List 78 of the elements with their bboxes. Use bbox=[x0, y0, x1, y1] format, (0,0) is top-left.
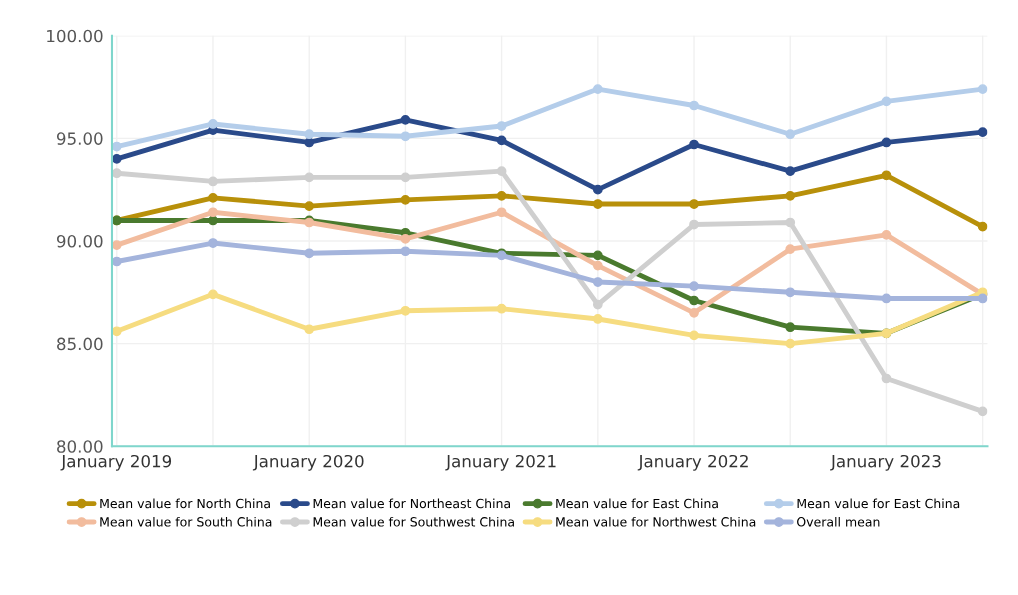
point bbox=[400, 115, 411, 125]
point bbox=[400, 246, 411, 257]
point bbox=[496, 190, 507, 201]
point bbox=[400, 131, 411, 142]
point bbox=[400, 234, 411, 244]
point bbox=[592, 250, 603, 261]
point bbox=[785, 166, 796, 177]
point bbox=[785, 338, 796, 349]
x-tick-label: January 2023 bbox=[830, 454, 941, 471]
y-tick-label: 100.00 bbox=[47, 29, 103, 43]
point bbox=[400, 305, 411, 316]
point bbox=[208, 119, 218, 129]
point bbox=[977, 127, 988, 138]
point bbox=[689, 139, 699, 150]
legend-label: Mean value for East China bbox=[556, 498, 718, 509]
point bbox=[785, 322, 796, 333]
point bbox=[977, 406, 988, 417]
point bbox=[208, 238, 218, 248]
point bbox=[881, 229, 892, 240]
point bbox=[496, 121, 507, 131]
x-tick-label: January 2020 bbox=[252, 454, 364, 471]
y-tick-label: 90.00 bbox=[56, 234, 103, 248]
point bbox=[304, 324, 315, 335]
point bbox=[304, 137, 315, 148]
legend-label: Overall mean bbox=[797, 516, 880, 527]
point bbox=[592, 84, 603, 94]
point bbox=[689, 219, 699, 230]
point bbox=[304, 201, 315, 211]
y-tick-label: 95.00 bbox=[56, 132, 103, 145]
x-tick-label: January 2022 bbox=[637, 454, 748, 471]
y-tick-label: 85.00 bbox=[57, 337, 103, 351]
point bbox=[592, 314, 603, 324]
point bbox=[785, 190, 796, 201]
point bbox=[689, 307, 699, 318]
point bbox=[208, 176, 218, 187]
point bbox=[304, 248, 315, 259]
point bbox=[592, 260, 603, 271]
point bbox=[208, 215, 218, 226]
legend-label: Mean value for Northwest China bbox=[556, 516, 756, 527]
point bbox=[592, 277, 603, 287]
legend-label: Mean value for Northeast China bbox=[313, 498, 510, 509]
point bbox=[785, 244, 796, 255]
point bbox=[881, 170, 892, 181]
point bbox=[881, 373, 892, 384]
point bbox=[208, 207, 218, 218]
point bbox=[689, 100, 699, 111]
x-tick-label: January 2019 bbox=[60, 454, 172, 471]
point bbox=[496, 207, 507, 218]
point bbox=[881, 293, 892, 304]
y-tick-label: 80.00 bbox=[57, 440, 103, 453]
x-tick-label: January 2021 bbox=[445, 454, 556, 471]
point bbox=[881, 137, 892, 148]
point bbox=[496, 166, 507, 177]
point bbox=[592, 199, 603, 209]
point bbox=[689, 281, 699, 291]
legend-label: Mean value for East China bbox=[797, 498, 960, 509]
point bbox=[689, 199, 699, 209]
legend-label: Mean value for South China bbox=[100, 516, 272, 527]
point bbox=[785, 287, 796, 298]
legend-label: Mean value for Southwest China bbox=[313, 516, 514, 527]
point bbox=[592, 299, 603, 310]
point bbox=[977, 293, 988, 304]
legend-label: Mean value for North China bbox=[100, 498, 270, 509]
point bbox=[977, 221, 988, 232]
point bbox=[400, 172, 411, 183]
point bbox=[496, 303, 507, 314]
point bbox=[592, 184, 603, 195]
point bbox=[785, 217, 796, 228]
point bbox=[496, 135, 507, 146]
point bbox=[881, 96, 892, 107]
point bbox=[977, 84, 988, 94]
point bbox=[208, 193, 218, 203]
point bbox=[689, 295, 699, 306]
point bbox=[785, 129, 796, 140]
point bbox=[400, 195, 411, 205]
point bbox=[208, 289, 218, 300]
point bbox=[304, 129, 315, 140]
point bbox=[689, 330, 699, 341]
